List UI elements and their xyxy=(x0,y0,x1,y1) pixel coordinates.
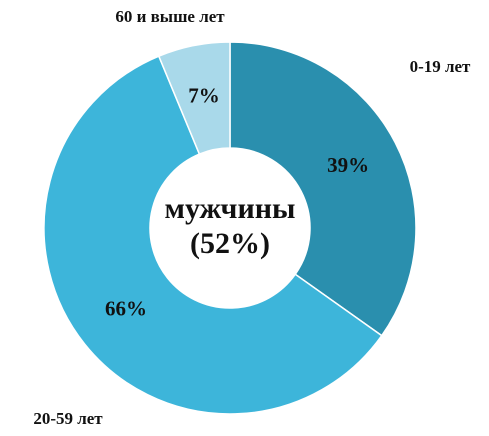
center-label: (52%) xyxy=(190,227,270,260)
value-label: 66% xyxy=(105,297,147,321)
category-label: 20-59 лет xyxy=(33,409,103,428)
value-label: 7% xyxy=(188,83,220,107)
value-label: 39% xyxy=(327,153,369,177)
category-label: 60 и выше лет xyxy=(115,7,225,26)
category-label: 0-19 лет xyxy=(410,57,471,76)
donut-segment xyxy=(43,55,383,415)
donut-segment xyxy=(229,41,417,337)
center-label: мужчины xyxy=(165,192,296,225)
donut-segment xyxy=(157,41,231,156)
